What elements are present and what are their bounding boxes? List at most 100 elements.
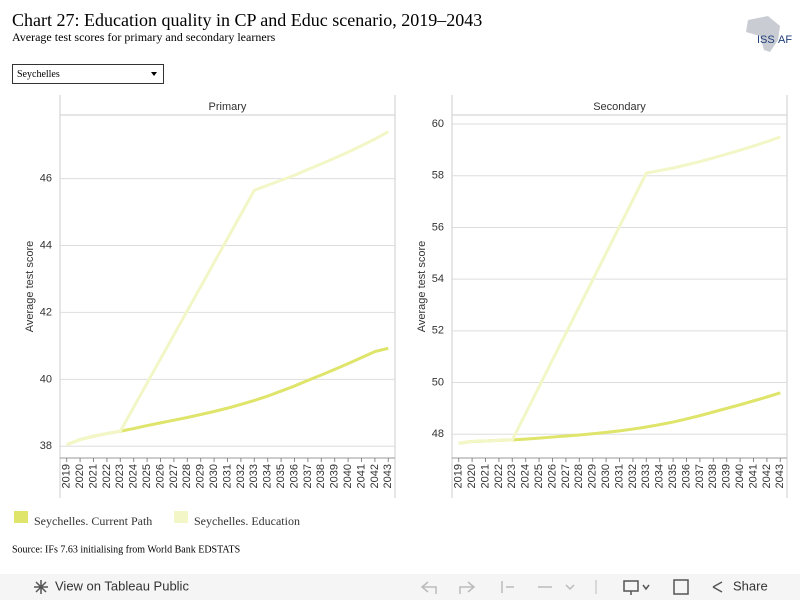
x-tick-label: 2035 (275, 464, 287, 488)
legend-label: Seychelles. Current Path (34, 514, 152, 528)
view-link-text[interactable]: View on Tableau Public (55, 578, 189, 593)
x-tick-label: 2022 (101, 464, 113, 488)
x-tick-label: 2022 (493, 464, 505, 488)
legend-swatch (14, 511, 28, 523)
series-line (458, 391, 781, 445)
pane-title: Primary (209, 101, 247, 113)
dropdown-value[interactable]: Seychelles (17, 69, 60, 80)
share[interactable]: Share (712, 578, 768, 593)
x-tick-label: 2032 (627, 464, 639, 488)
x-tick-label: 2030 (600, 464, 612, 488)
legend-swatch (174, 511, 188, 523)
undo[interactable] (420, 581, 437, 594)
pane-title: Secondary (593, 101, 646, 113)
revert[interactable] (501, 581, 514, 593)
x-tick-label: 2039 (329, 464, 341, 488)
x-tick-label: 2040 (734, 464, 746, 488)
dropdown[interactable]: Seychelles (12, 64, 164, 84)
dropdown-arrow[interactable] (151, 72, 157, 76)
dropdown-box[interactable] (12, 64, 164, 84)
x-tick-label: 2025 (141, 464, 153, 488)
x-tick-label: 2023 (114, 464, 126, 488)
x-tick-label: 2037 (694, 464, 706, 488)
view-link[interactable]: View on Tableau Public (34, 578, 189, 594)
x-tick-label: 2036 (680, 464, 692, 488)
refresh[interactable] (538, 584, 575, 591)
x-tick-label: 2038 (315, 464, 327, 488)
x-tick-label: 2021 (479, 464, 491, 488)
x-tick-label: 2039 (721, 464, 733, 488)
toolbar: View on Tableau Public Share (0, 574, 800, 600)
download[interactable] (623, 580, 650, 595)
x-tick-label: 2033 (248, 464, 260, 488)
x-tick-label: 2043 (774, 464, 786, 488)
y-tick-label: 50 (432, 376, 444, 388)
x-tick-label: 2024 (128, 464, 140, 488)
y-tick-label: 56 (432, 221, 444, 233)
title: Chart 27: Education quality in CP and Ed… (12, 10, 482, 30)
x-tick-label: 2019 (453, 464, 465, 488)
x-tick-label: 2021 (87, 464, 99, 488)
x-tick-label: 2041 (355, 464, 367, 488)
x-tick-label: 2028 (573, 464, 585, 488)
share-text[interactable]: Share (733, 578, 768, 593)
y-tick-label: 40 (40, 373, 52, 385)
x-tick-label: 2025 (533, 464, 545, 488)
x-tick-label: 2029 (195, 464, 207, 488)
x-tick-label: 2032 (235, 464, 247, 488)
legend-label: Seychelles. Education (194, 514, 300, 528)
fullscreen[interactable] (673, 579, 689, 595)
x-tick-label: 2031 (613, 464, 625, 488)
y-tick-label: 54 (432, 273, 444, 285)
x-tick-label: 2030 (208, 464, 220, 488)
logo-text: ISS (757, 34, 775, 46)
y-tick-label: 48 (432, 428, 444, 440)
x-tick-label: 2026 (154, 464, 166, 488)
x-tick-label: 2036 (288, 464, 300, 488)
series-line (66, 346, 389, 447)
y-tick-label: 52 (432, 325, 444, 337)
x-tick-label: 2037 (302, 464, 314, 488)
y-tick-label: 44 (40, 239, 52, 251)
y-tick-label: 58 (432, 170, 444, 182)
logo: ISS AF (746, 16, 792, 52)
logo-text: AF (778, 34, 792, 46)
redo[interactable] (459, 581, 476, 594)
x-tick-label: 2033 (640, 464, 652, 488)
toolbar-bg (0, 574, 800, 600)
x-tick-label: 2020 (466, 464, 478, 488)
y-axis-title: Average test score (24, 241, 36, 333)
x-tick-label: 2024 (520, 464, 532, 488)
x-tick-label: 2042 (369, 464, 381, 488)
y-tick-label: 42 (40, 306, 52, 318)
x-tick-label: 2028 (181, 464, 193, 488)
y-tick-label: 38 (40, 440, 52, 452)
tableau-icon[interactable] (34, 580, 48, 594)
y-tick-label: 46 (40, 172, 52, 184)
x-tick-label: 2020 (74, 464, 86, 488)
logo-map (746, 16, 780, 52)
share-icon[interactable] (712, 581, 723, 593)
x-tick-label: 2029 (587, 464, 599, 488)
x-tick-label: 2026 (546, 464, 558, 488)
x-tick-label: 2027 (168, 464, 180, 488)
x-tick-label: 2019 (61, 464, 73, 488)
x-tick-label: 2023 (506, 464, 518, 488)
x-tick-label: 2034 (262, 464, 274, 488)
x-tick-label: 2035 (667, 464, 679, 488)
series-line (66, 130, 390, 447)
x-tick-label: 2042 (761, 464, 773, 488)
y-axis-title: Average test score (416, 241, 428, 333)
y-tick-label: 60 (432, 118, 444, 130)
series-line (458, 135, 781, 445)
x-tick-label: 2034 (654, 464, 666, 488)
x-tick-label: 2040 (342, 464, 354, 488)
source: Source: IFs 7.63 initialising from World… (12, 544, 240, 555)
x-tick-label: 2043 (382, 464, 394, 488)
x-tick-label: 2038 (707, 464, 719, 488)
x-tick-label: 2027 (560, 464, 572, 488)
x-tick-label: 2041 (747, 464, 759, 488)
subtitle: Average test scores for primary and seco… (12, 30, 276, 44)
x-tick-label: 2031 (221, 464, 233, 488)
